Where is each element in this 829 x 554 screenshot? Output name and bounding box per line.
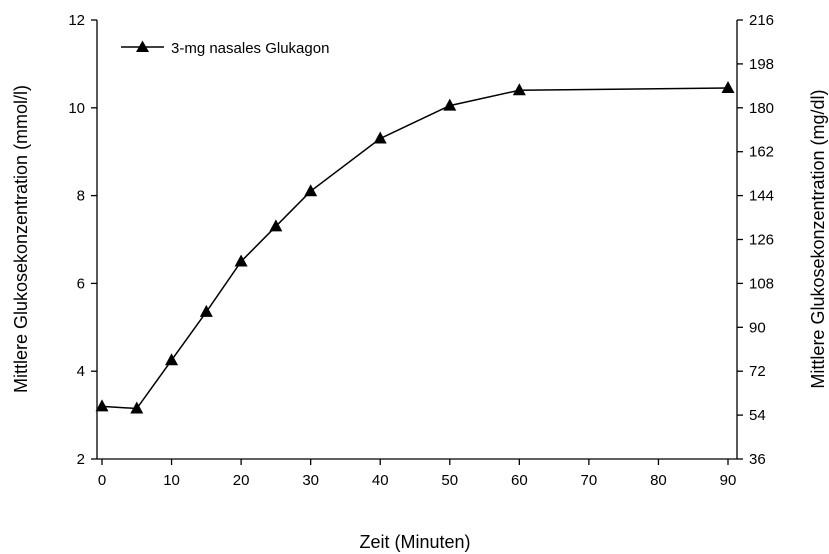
x-axis-ticks: 0 10 20 30 40 50 60 70 80 90 [98, 459, 737, 489]
right-tick-label: 180 [749, 100, 774, 117]
x-tick-label: 20 [233, 472, 250, 489]
right-tick-label: 108 [749, 275, 774, 292]
right-tick-label: 72 [749, 363, 766, 380]
series-group [95, 81, 735, 414]
data-point-marker [95, 399, 109, 412]
x-tick-label: 50 [441, 472, 458, 489]
left-tick-label: 10 [68, 100, 85, 117]
right-tick-label: 216 [749, 12, 774, 29]
right-axis-title: Mittlere Glukosekonzentration (mg/dl) [808, 89, 828, 388]
right-tick-label: 162 [749, 144, 774, 161]
x-tick-label: 60 [511, 472, 528, 489]
data-point-marker [199, 304, 213, 317]
data-point-marker [512, 83, 526, 96]
right-tick-label: 126 [749, 232, 774, 249]
data-point-marker [165, 353, 179, 366]
right-tick-label: 36 [749, 451, 766, 468]
data-point-marker [269, 219, 283, 232]
legend-label: 3-mg nasales Glukagon [171, 40, 329, 57]
x-tick-label: 10 [163, 472, 180, 489]
legend-marker [136, 40, 149, 52]
data-point-marker [721, 81, 735, 94]
right-tick-label: 198 [749, 56, 774, 73]
left-axis-title: Mittlere Glukosekonzentration (mmol/l) [11, 85, 31, 393]
x-tick-label: 80 [650, 472, 667, 489]
x-tick-label: 90 [720, 472, 737, 489]
right-tick-label: 54 [749, 407, 766, 424]
left-tick-label: 2 [77, 451, 85, 468]
data-point-marker [130, 401, 144, 414]
x-tick-label: 30 [302, 472, 319, 489]
left-tick-label: 4 [77, 363, 85, 380]
x-tick-label: 70 [581, 472, 598, 489]
axes [96, 20, 738, 460]
left-tick-label: 6 [77, 275, 85, 292]
data-point-marker [234, 254, 248, 267]
left-tick-label: 12 [68, 12, 85, 29]
series-line [101, 87, 729, 410]
right-axis-ticks: 36 54 72 90 108 126 144 162 180 198 216 [737, 12, 774, 468]
data-point-marker [304, 184, 318, 197]
data-point-marker [373, 131, 387, 144]
x-axis-title: Zeit (Minuten) [359, 532, 470, 552]
left-tick-label: 8 [77, 188, 85, 205]
data-point-marker [443, 98, 457, 111]
right-tick-label: 90 [749, 319, 766, 336]
x-tick-label: 40 [372, 472, 389, 489]
legend: 3-mg nasales Glukagon [121, 40, 329, 57]
x-tick-label: 0 [98, 472, 106, 489]
left-axis-ticks: 2 4 6 8 10 12 [68, 12, 97, 468]
right-tick-label: 144 [749, 188, 774, 205]
